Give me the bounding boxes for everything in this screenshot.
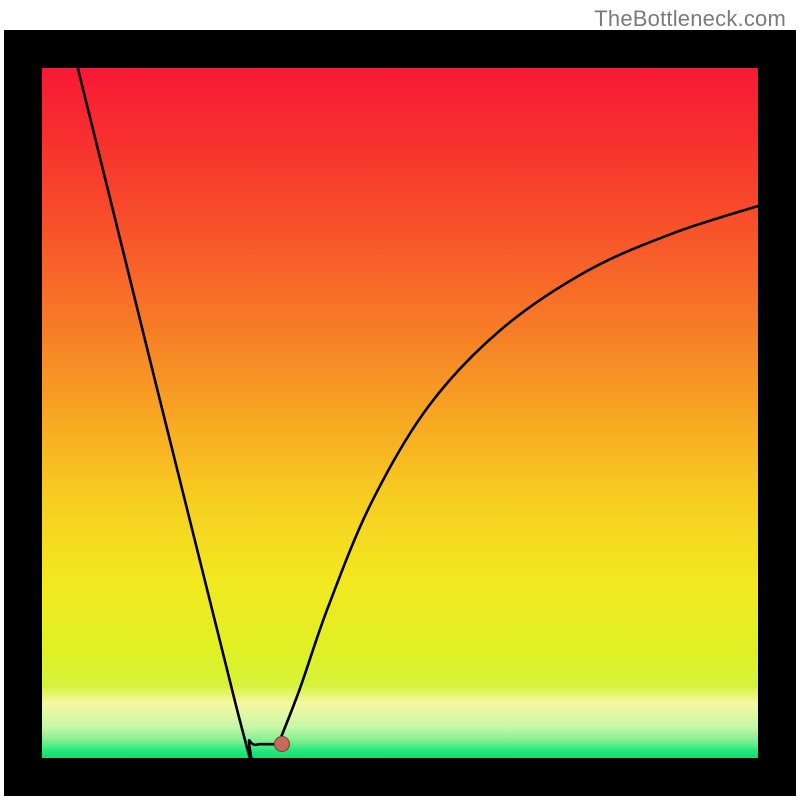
chart-container: TheBottleneck.com: [0, 0, 800, 800]
plot-frame: [4, 30, 796, 796]
optimal-point-marker: [274, 736, 290, 752]
watermark-text: TheBottleneck.com: [594, 6, 786, 32]
